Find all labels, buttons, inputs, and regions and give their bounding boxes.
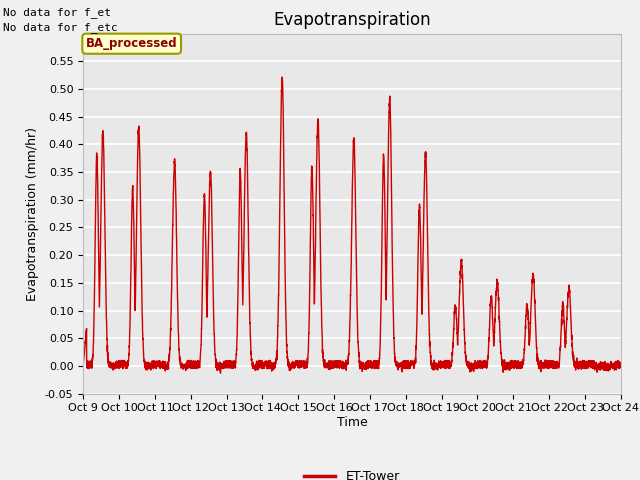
Text: No data for f_et: No data for f_et [3, 7, 111, 18]
Title: Evapotranspiration: Evapotranspiration [273, 11, 431, 29]
Text: No data for f_etc: No data for f_etc [3, 22, 118, 33]
Y-axis label: Evapotranspiration (mm/hr): Evapotranspiration (mm/hr) [26, 127, 39, 300]
Legend: ET-Tower: ET-Tower [300, 465, 404, 480]
Text: BA_processed: BA_processed [86, 37, 177, 50]
X-axis label: Time: Time [337, 416, 367, 429]
